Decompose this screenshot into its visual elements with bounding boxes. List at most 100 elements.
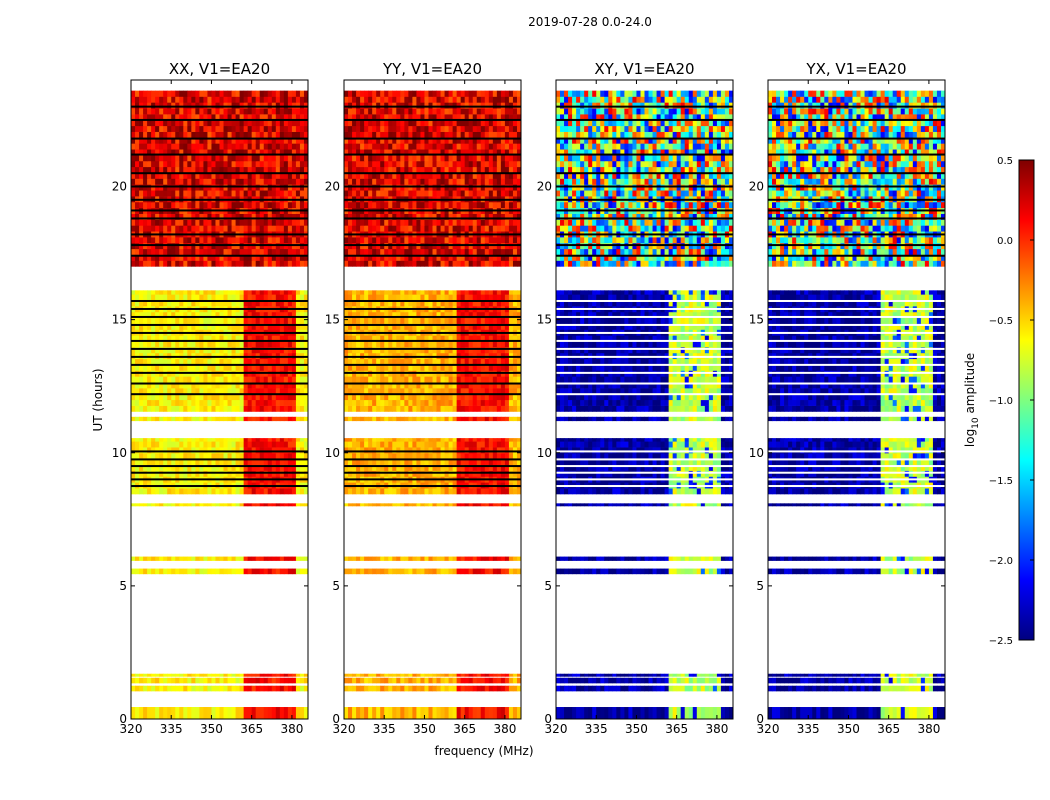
heatmap-cells xyxy=(768,80,945,719)
x-tick-label: 335 xyxy=(585,722,608,736)
flagged-row-line xyxy=(556,153,733,156)
heatmap-cells xyxy=(556,80,733,719)
flagged-row-line xyxy=(131,485,308,488)
y-tick-label: 15 xyxy=(537,313,552,327)
flagged-row-line xyxy=(344,363,521,366)
flagged-row-line xyxy=(131,244,308,247)
panel-frame xyxy=(343,79,522,720)
flagged-row-line xyxy=(556,185,733,188)
flagged-row-line xyxy=(344,339,521,342)
colorbar-ticks: 0.5 0.0 −0.5 −1.0 −1.5 −2.0 −2.5 xyxy=(989,156,1034,647)
flagged-row-line xyxy=(768,347,945,350)
y-tick-label: 5 xyxy=(119,579,127,593)
flagged-row-line xyxy=(556,458,733,461)
x-tick-label: 350 xyxy=(837,722,860,736)
y-tick-label: 0 xyxy=(332,712,340,726)
panel-frame xyxy=(130,79,309,720)
flagged-row-line xyxy=(131,331,308,334)
flagged-row-line xyxy=(768,233,945,236)
flagged-row-line xyxy=(131,355,308,358)
heatmap-cells xyxy=(131,80,308,719)
flagged-row-line xyxy=(344,371,521,374)
x-tick-label: 380 xyxy=(280,722,303,736)
y-tick-label: 20 xyxy=(112,180,127,194)
flagged-row-line xyxy=(556,233,733,236)
flagged-row-line xyxy=(768,323,945,326)
flagged-row-line xyxy=(768,217,945,220)
flagged-row-line xyxy=(768,153,945,156)
flagged-row-line xyxy=(344,331,521,334)
flagged-row-line xyxy=(131,153,308,156)
flagged-row-line xyxy=(344,244,521,247)
y-tick-label: 10 xyxy=(325,446,340,460)
panel-1: XX, V1=EA20 320 335 350 365 380 0 5 10 15 20 xyxy=(112,60,309,736)
flagged-row-line xyxy=(344,315,521,318)
flagged-row-line xyxy=(768,478,945,481)
flagged-row-line xyxy=(556,485,733,488)
x-tick-label: 365 xyxy=(240,722,263,736)
colorbar-tick-label: −2.5 xyxy=(989,636,1013,647)
colorbar-tick-label: 0.5 xyxy=(997,156,1013,167)
panel-2: YY, V1=EA20 320 335 350 365 380 0 5 10 15 20 xyxy=(325,60,522,736)
flagged-row-line xyxy=(131,105,308,108)
heatmap-cells xyxy=(344,80,521,719)
flagged-row-line xyxy=(768,172,945,175)
y-tick-label: 5 xyxy=(756,579,764,593)
flagged-row-line xyxy=(131,371,308,374)
flagged-row-line xyxy=(768,339,945,342)
panel-title: XY, V1=EA20 xyxy=(594,60,694,78)
flagged-row-line xyxy=(131,307,308,310)
flagged-row-line xyxy=(344,323,521,326)
colorbar-tick-label: 0.0 xyxy=(997,236,1013,247)
flagged-row-line xyxy=(131,323,308,326)
flagged-row-line xyxy=(556,244,733,247)
flagged-row-line xyxy=(131,471,308,474)
flagged-row-line xyxy=(344,198,521,201)
flagged-row-line xyxy=(556,217,733,220)
panel-title: YX, V1=EA20 xyxy=(805,60,906,78)
flagged-row-line xyxy=(344,478,521,481)
flagged-row-line xyxy=(344,209,521,212)
flagged-row-line xyxy=(131,254,308,257)
flagged-row-line xyxy=(768,450,945,453)
x-tick-label: 320 xyxy=(545,722,568,736)
y-tick-label: 15 xyxy=(749,313,764,327)
panel-frame xyxy=(767,79,946,720)
flagged-row-line xyxy=(768,382,945,385)
flagged-row-line xyxy=(768,331,945,334)
colorbar-label: log10 amplitude xyxy=(963,353,981,447)
y-tick-label: 20 xyxy=(749,180,764,194)
flagged-row-line xyxy=(556,382,733,385)
flagged-row-line xyxy=(768,315,945,318)
flagged-row-line xyxy=(556,315,733,318)
flagged-row-line xyxy=(344,393,521,396)
flagged-row-line xyxy=(344,347,521,350)
flagged-row-line xyxy=(556,105,733,108)
flagged-row-line xyxy=(131,198,308,201)
flagged-row-line xyxy=(344,233,521,236)
flagged-row-line xyxy=(131,137,308,140)
x-tick-label: 380 xyxy=(493,722,516,736)
panel-3: XY, V1=EA20 320 335 350 365 380 0 5 10 15 20 xyxy=(537,60,734,736)
flagged-row-line xyxy=(556,363,733,366)
flagged-row-line xyxy=(556,393,733,396)
flagged-row-line xyxy=(131,172,308,175)
flagged-row-line xyxy=(344,118,521,121)
y-tick-label: 10 xyxy=(537,446,552,460)
y-tick-label: 10 xyxy=(112,446,127,460)
y-tick-label: 20 xyxy=(537,180,552,194)
x-tick-label: 320 xyxy=(120,722,143,736)
x-tick-label: 365 xyxy=(453,722,476,736)
y-axis-label: UT (hours) xyxy=(91,368,105,431)
flagged-row-line xyxy=(556,339,733,342)
y-tick-label: 5 xyxy=(332,579,340,593)
x-tick-label: 350 xyxy=(200,722,223,736)
y-tick-label: 20 xyxy=(325,180,340,194)
flagged-row-line xyxy=(556,172,733,175)
flagged-row-line xyxy=(768,393,945,396)
y-tick-label: 15 xyxy=(325,313,340,327)
y-tick-label: 5 xyxy=(544,579,552,593)
y-tick-label: 15 xyxy=(112,313,127,327)
flagged-row-line xyxy=(344,450,521,453)
